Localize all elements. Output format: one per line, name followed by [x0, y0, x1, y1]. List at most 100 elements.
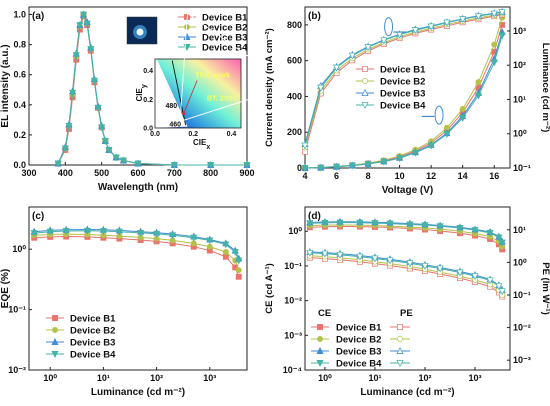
d-pe-series-4-point	[321, 250, 329, 258]
legend-marker-pe	[396, 360, 404, 367]
a-series-4-point	[119, 157, 128, 165]
y2-tick-label: 10⁻¹	[513, 163, 531, 173]
y-tick-label: 0	[297, 163, 302, 173]
d-pe-series-4-point	[498, 288, 506, 296]
d-ce-series-4-point	[456, 225, 464, 232]
y-tick-label: 10⁰	[12, 244, 26, 254]
a-series-4-point	[98, 124, 106, 132]
b-j-series-4-point	[443, 131, 451, 138]
b-l-series-4-point	[411, 27, 419, 35]
d-pe-series-4-point	[421, 262, 429, 270]
y2-tick-label: 10⁻²	[513, 323, 531, 333]
b-j-series-2-point	[459, 106, 466, 112]
x-tick-label: 10³	[469, 373, 482, 383]
c-series-4-point	[46, 228, 54, 236]
c-series-2-point	[206, 243, 213, 250]
legend-marker	[52, 315, 58, 321]
y-tick-label: 600	[287, 56, 302, 66]
d-ce-series-4-point	[421, 222, 429, 230]
a-series-4-point	[207, 162, 215, 169]
a-series-4-point	[101, 137, 109, 145]
y-tick-label: 800	[287, 20, 302, 30]
legend-header-pe: PE	[400, 308, 413, 319]
a-series-4-point	[72, 52, 80, 60]
d-pe-series-4-point	[406, 260, 414, 268]
cie-y-axis-label-part: CIE	[135, 88, 144, 102]
b-j-series-4-point	[317, 164, 325, 172]
legend-marker	[361, 89, 369, 96]
b-l-series-4-point	[474, 13, 483, 21]
cie-y-tick-label: 0.0	[143, 126, 153, 133]
c-series-4-point	[169, 232, 177, 240]
panel-c-frame	[28, 206, 248, 371]
a-series-4-point	[54, 160, 62, 168]
legend-label: Device B3	[380, 89, 425, 100]
b-j-series-4-point	[301, 165, 309, 172]
c-series-1-point	[235, 273, 242, 280]
d-ce-series-4-point	[436, 223, 444, 231]
x-tick-label: 900	[239, 168, 254, 178]
b-j-series-4-point	[459, 114, 467, 122]
cie-wavelength-480: 480	[166, 103, 178, 110]
a-series-4-line	[57, 13, 247, 166]
y-tick-label: 0.6	[13, 70, 26, 80]
d-pe-series-4-point	[471, 273, 479, 281]
a-series-4-point	[83, 20, 91, 28]
x-tick-label: 6	[334, 171, 339, 181]
y2-tick-label: 10³	[513, 26, 526, 36]
b-j-series-4-line	[304, 35, 503, 169]
b-j-series-4-point	[364, 161, 372, 169]
c-series-4-point	[115, 228, 123, 236]
cie-frame	[154, 58, 242, 129]
x-tick-label: 10²	[150, 373, 163, 383]
cie-x-tick-label: 0.4	[227, 131, 237, 138]
x-axis-label: Voltage (V)	[382, 185, 433, 196]
x-tick-label: 10⁰	[318, 373, 332, 383]
legend-marker	[51, 338, 59, 345]
b-l-series-4-point	[301, 142, 309, 150]
legend-label: Device B2	[336, 335, 381, 346]
y-tick-label: 400	[287, 91, 302, 101]
y2-tick-label: 10⁰	[513, 257, 527, 267]
x-tick-label: 400	[58, 168, 73, 178]
c-series-1-line	[34, 236, 240, 277]
legend-marker-ce	[316, 347, 324, 354]
x-axis-label: Wavelength (nm)	[98, 182, 178, 193]
a-series-4-point	[69, 89, 77, 97]
x-tick-label: 10¹	[368, 373, 381, 383]
y-tick-label: 10⁻¹	[284, 261, 302, 271]
c-series-4-point	[235, 257, 243, 265]
y-tick-label: 10⁻¹	[8, 305, 26, 315]
legend-label: Device B4	[70, 350, 116, 361]
d-pe-series-4-point	[356, 253, 364, 261]
a-series-4-point	[112, 154, 120, 162]
d-pe-series-4-point	[386, 257, 394, 265]
legend-label: Device B2	[380, 77, 425, 88]
cie-y-axis-label: CIEy	[135, 84, 148, 101]
y2-tick-label: 10⁰	[513, 129, 527, 139]
cie-y-axis-label-part: y	[141, 84, 148, 88]
legend-marker	[51, 351, 59, 358]
legend-label: Device B1	[380, 65, 426, 76]
y-tick-label: 0.8	[13, 40, 26, 50]
c-series-4-point	[153, 230, 161, 238]
x-tick-label: 800	[203, 168, 218, 178]
b-l-series-4-point	[459, 16, 467, 24]
d-ce-series-4-point	[406, 221, 414, 229]
legend-marker	[361, 102, 369, 109]
b-l-series-4-point	[490, 10, 498, 18]
cie-x-tick-label: 0.0	[150, 131, 160, 138]
b-l-series-4-point	[443, 19, 451, 27]
cie-y-tick-label: 0.4	[143, 68, 153, 75]
d-ce-series-4-point	[495, 234, 503, 242]
panel-d: 10⁰ 10¹ 10² 10³ 10⁻⁴ 10⁻³ 10⁻² 10⁻¹ 10⁰ 10⁻³ 10⁻² 1…	[264, 206, 550, 398]
legend-marker	[362, 66, 368, 72]
d-pe-series-4-point	[371, 255, 379, 263]
legend-label: Device B3	[70, 338, 115, 349]
x-tick-label: 10³	[203, 373, 216, 383]
c-series-4-line	[34, 230, 240, 261]
a-series-4-point	[90, 77, 98, 85]
b-j-series-4-point	[380, 158, 388, 166]
y2-tick-label: 10⁻¹	[513, 290, 531, 300]
c-series-4-point	[206, 237, 214, 245]
